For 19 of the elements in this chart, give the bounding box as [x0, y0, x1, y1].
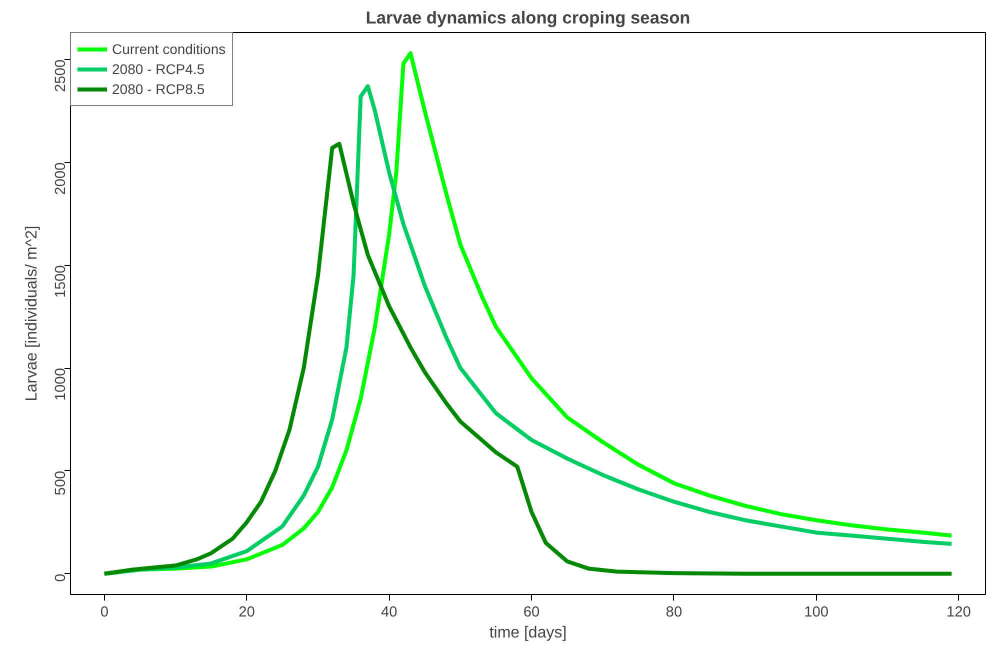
y-tick-label: 2000 [53, 162, 69, 195]
y-tick-label: 500 [53, 470, 69, 496]
x-tick-label: 120 [946, 604, 971, 620]
legend-label: Current conditions [112, 41, 226, 57]
legend-label: 2080 - RCP4.5 [112, 61, 205, 77]
x-tick-label: 60 [523, 604, 540, 620]
x-tick-label: 80 [666, 604, 682, 620]
y-tick-label: 0 [53, 574, 69, 582]
y-axis-title: Larvae [individuals/ m^2] [24, 226, 40, 402]
x-axis-title: time [days] [489, 624, 567, 642]
y-tick-label: 1500 [53, 265, 69, 298]
x-tick-label: 100 [804, 604, 829, 620]
y-tick-label: 2500 [53, 59, 69, 92]
chart-title: Larvae dynamics along croping season [366, 8, 690, 28]
x-tick-label: 40 [381, 604, 398, 620]
x-tick-label: 0 [100, 604, 108, 620]
y-tick-label: 1000 [53, 368, 69, 401]
x-tick-label: 20 [238, 604, 255, 620]
legend-label: 2080 - RCP8.5 [112, 81, 205, 97]
